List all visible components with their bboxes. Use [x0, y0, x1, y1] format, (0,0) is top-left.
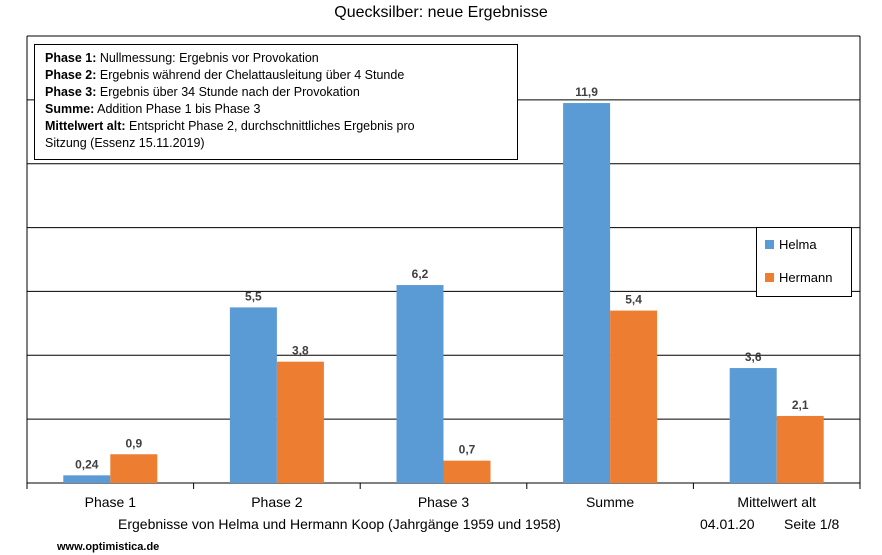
- note-term: Summe:: [45, 102, 95, 116]
- note-text: Nullmessung: Ergebnis vor Provokation: [96, 51, 319, 65]
- x-tick-label: Phase 2: [251, 494, 303, 510]
- chart-title: Quecksilber: neue Ergebnisse: [334, 4, 548, 21]
- series-legend: Helma Hermann: [756, 227, 852, 297]
- footer-credit: Ergebnisse von Helma und Hermann Koop (J…: [118, 516, 561, 532]
- legend-swatch: [765, 240, 774, 249]
- data-label: 3,8: [292, 344, 309, 358]
- data-label: 2,1: [792, 398, 809, 412]
- note-term: Phase 2:: [45, 68, 97, 82]
- data-label: 0,9: [125, 436, 142, 450]
- phase-explanation-box: Phase 1: Nullmessung: Ergebnis vor Provo…: [34, 44, 518, 160]
- note-line: Phase 3: Ergebnis über 34 Stunde nach de…: [45, 84, 517, 101]
- x-tick-label: Phase 3: [418, 494, 470, 510]
- bar: [276, 361, 324, 483]
- bar: [63, 475, 111, 483]
- note-line: Phase 1: Nullmessung: Ergebnis vor Provo…: [45, 50, 517, 67]
- data-label: 5,5: [245, 289, 262, 303]
- x-tick-label: Phase 1: [85, 494, 137, 510]
- note-text: Ergebnis während der Chelattausleitung ü…: [96, 68, 405, 82]
- note-text: Addition Phase 1 bis Phase 3: [94, 102, 261, 116]
- x-tick-label: Mittelwert alt: [737, 494, 816, 510]
- bar: [110, 454, 158, 483]
- note-text: Sitzung (Essenz 15.11.2019): [45, 136, 205, 150]
- bar: [776, 415, 824, 483]
- bar: [563, 103, 611, 484]
- footer-date: 04.01.20: [700, 516, 755, 532]
- note-line: Sitzung (Essenz 15.11.2019): [45, 135, 517, 152]
- data-label: 0,7: [459, 443, 476, 457]
- data-label: 11,9: [575, 85, 598, 99]
- x-tick-label: Summe: [586, 494, 634, 510]
- legend-item-helma: Helma: [765, 237, 817, 252]
- bar: [729, 368, 777, 483]
- legend-item-hermann: Hermann: [765, 270, 832, 285]
- legend-label: Helma: [779, 237, 817, 252]
- data-label: 3,6: [745, 350, 762, 364]
- bar: [229, 307, 277, 483]
- legend-swatch: [765, 273, 774, 282]
- bar: [396, 285, 444, 483]
- note-line: Phase 2: Ergebnis während der Chelattaus…: [45, 67, 517, 84]
- note-text: Ergebnis über 34 Stunde nach der Provoka…: [96, 85, 360, 99]
- note-line: Summe: Addition Phase 1 bis Phase 3: [45, 101, 517, 118]
- note-term: Phase 3:: [45, 85, 97, 99]
- data-label: 6,2: [412, 267, 429, 281]
- note-line: Mittelwert alt: Entspricht Phase 2, durc…: [45, 118, 517, 135]
- bar: [610, 310, 658, 483]
- data-label: 5,4: [625, 293, 642, 307]
- note-term: Mittelwert alt:: [45, 119, 126, 133]
- data-label: 0,24: [75, 457, 99, 471]
- note-term: Phase 1:: [45, 51, 97, 65]
- footer-page: Seite 1/8: [784, 516, 840, 532]
- footer-url: www.optimistica.de: [57, 541, 160, 553]
- bar: [443, 460, 491, 483]
- legend-label: Hermann: [779, 270, 833, 285]
- note-text: Entspricht Phase 2, durchschnittliches E…: [125, 119, 415, 133]
